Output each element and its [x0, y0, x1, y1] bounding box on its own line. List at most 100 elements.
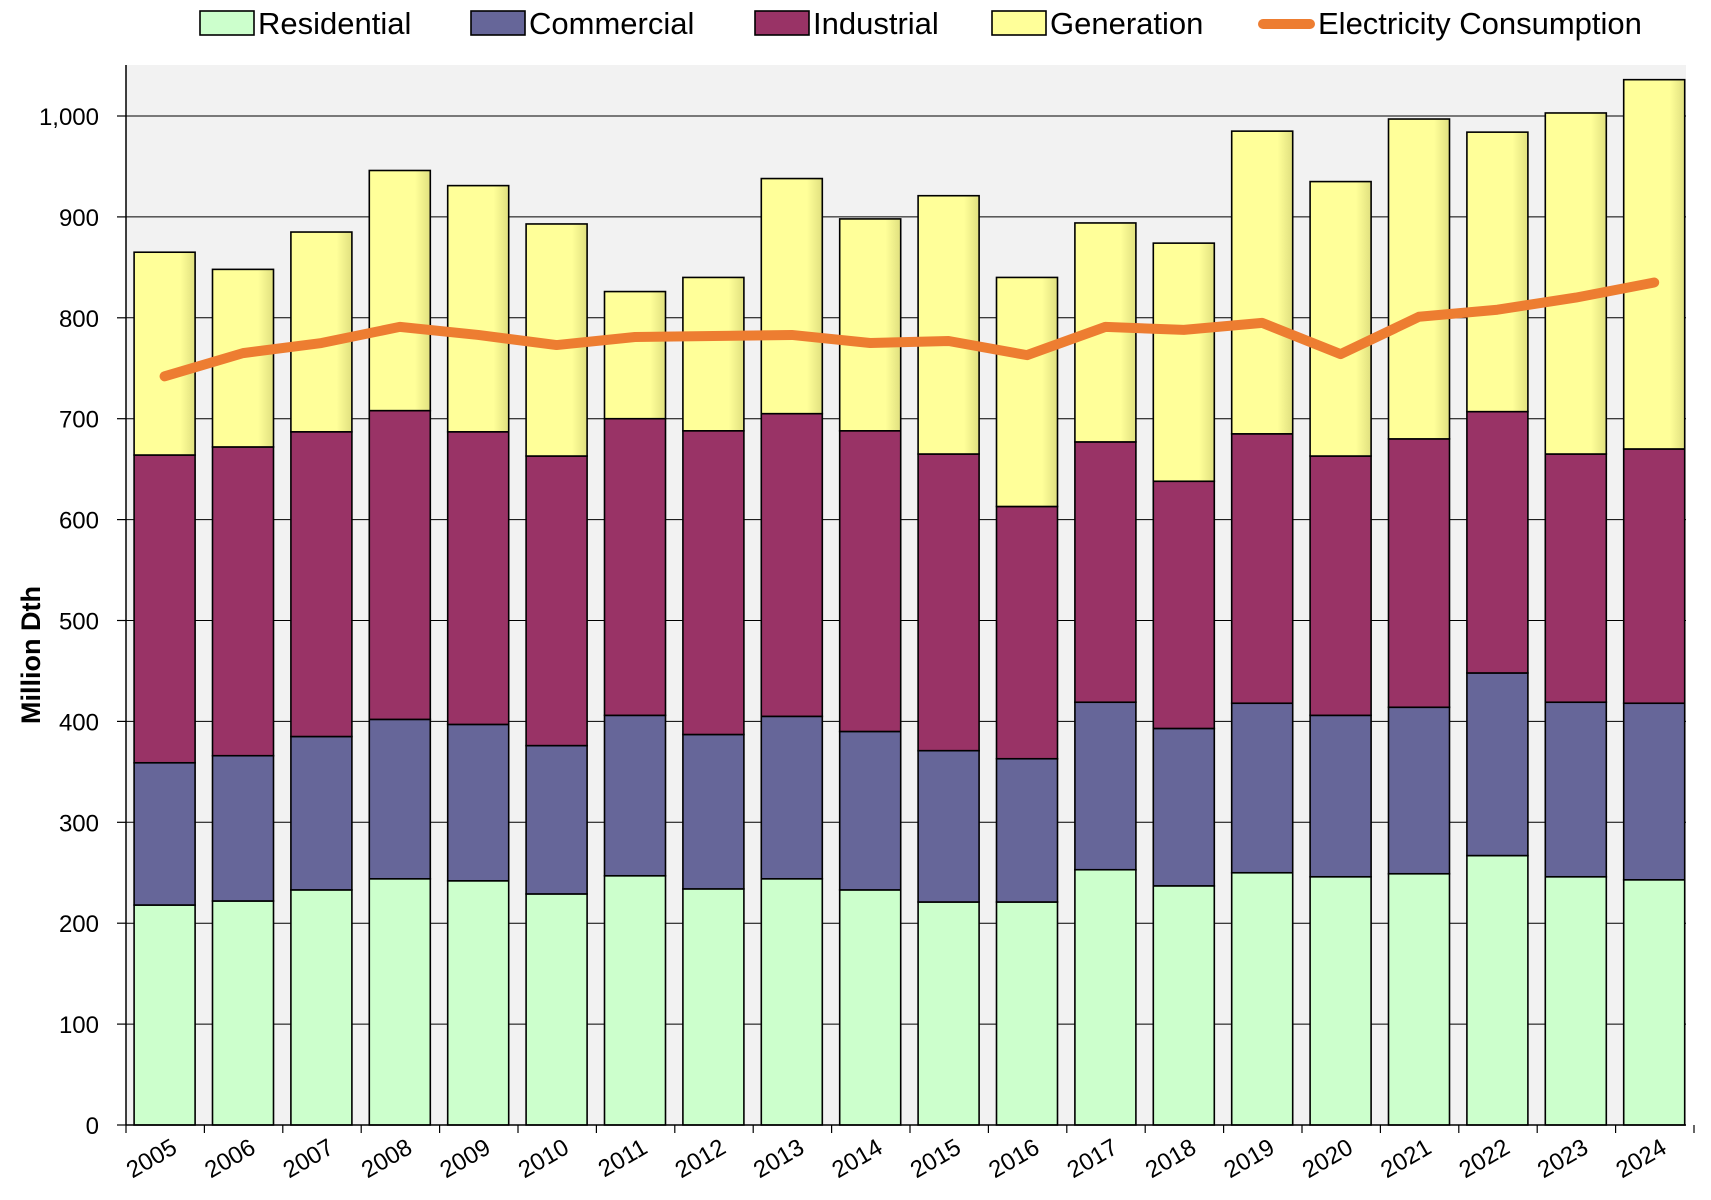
bar-residential-2013 — [760, 878, 824, 1126]
bar-generation-2016 — [995, 276, 1059, 508]
legend-item-generation: Generation — [991, 6, 1203, 41]
bar-industrial-2016 — [995, 505, 1059, 760]
legend-item-commercial: Commercial — [470, 6, 694, 41]
bar-residential-2009 — [446, 880, 510, 1126]
legend-item-residential: Residential — [199, 6, 411, 41]
bar-generation-2018 — [1152, 242, 1216, 483]
bar-commercial-2006 — [211, 754, 275, 902]
x-tick-label: 2015 — [906, 1134, 966, 1184]
x-tick-label: 2018 — [1141, 1134, 1201, 1184]
bar-generation-2015 — [917, 194, 980, 455]
y-tick-label: 800 — [59, 306, 99, 333]
y-tick-label: 0 — [86, 1113, 99, 1140]
bar-commercial-2013 — [760, 715, 824, 880]
x-tick-label: 2010 — [514, 1134, 574, 1184]
bar-residential-2016 — [995, 901, 1059, 1126]
bar-commercial-2017 — [1074, 701, 1137, 871]
y-tick-label: 100 — [59, 1012, 99, 1039]
bar-generation-2019 — [1230, 130, 1294, 435]
bar-commercial-2012 — [682, 733, 745, 890]
bar-commercial-2022 — [1466, 672, 1529, 857]
x-tick-label: 2014 — [827, 1134, 887, 1184]
bar-commercial-2015 — [917, 749, 980, 903]
legend: Residential Commercial Industrial Generatio… — [199, 6, 1642, 41]
electricity-consumption-line — [159, 277, 1660, 382]
x-tick-label: 2005 — [122, 1134, 182, 1184]
y-axis-title: Million Dth — [16, 586, 46, 724]
x-tick-label: 2022 — [1455, 1134, 1515, 1184]
bar-residential-2005 — [133, 904, 196, 1126]
bar-industrial-2009 — [446, 431, 510, 726]
bar-industrial-2015 — [917, 453, 980, 752]
bar-industrial-2010 — [525, 455, 588, 747]
bar-residential-2020 — [1309, 875, 1372, 1126]
x-tick-label: 2011 — [594, 1134, 652, 1183]
bar-industrial-2008 — [368, 409, 432, 721]
legend-label: Commercial — [529, 6, 694, 41]
bar-industrial-2019 — [1230, 433, 1294, 705]
bar-commercial-2016 — [995, 757, 1059, 903]
bar-generation-2022 — [1466, 131, 1529, 413]
bar-residential-2010 — [525, 893, 588, 1126]
bar-commercial-2023 — [1544, 701, 1608, 878]
bar-residential-2011 — [603, 874, 667, 1126]
bar-commercial-2018 — [1152, 727, 1216, 887]
legend-label: Residential — [258, 6, 411, 41]
bar-commercial-2021 — [1387, 706, 1451, 875]
bar-residential-2012 — [682, 888, 745, 1126]
legend-swatch — [199, 10, 255, 36]
bar-residential-2019 — [1230, 871, 1294, 1126]
y-tick-label: 400 — [59, 709, 99, 736]
bar-industrial-2007 — [290, 431, 353, 738]
bar-residential-2022 — [1466, 854, 1529, 1126]
bar-generation-2008 — [368, 169, 432, 412]
bar-industrial-2012 — [682, 430, 745, 736]
bar-residential-2018 — [1152, 885, 1216, 1126]
bar-commercial-2009 — [446, 723, 510, 882]
legend-item-electricity-consumption: Electricity Consumption — [1258, 6, 1642, 41]
legend-swatch — [470, 10, 526, 36]
bar-commercial-2005 — [133, 761, 196, 906]
x-tick-label: 2016 — [984, 1134, 1044, 1184]
bar-industrial-2018 — [1152, 480, 1216, 730]
x-tick-label: 2009 — [435, 1134, 495, 1184]
bar-generation-2009 — [446, 184, 510, 433]
x-tick-label: 2007 — [279, 1134, 339, 1184]
bar-industrial-2022 — [1466, 410, 1529, 674]
y-tick-label: 700 — [59, 407, 99, 434]
y-tick-label: 200 — [59, 911, 99, 938]
bar-generation-2007 — [290, 231, 353, 433]
bar-residential-2008 — [368, 878, 432, 1126]
bar-commercial-2024 — [1622, 702, 1686, 881]
bar-generation-2011 — [603, 290, 667, 420]
bar-generation-2005 — [133, 251, 196, 456]
bar-industrial-2023 — [1544, 453, 1608, 704]
bar-residential-2006 — [211, 900, 275, 1126]
bar-generation-2013 — [760, 177, 824, 415]
bar-generation-2024 — [1622, 78, 1686, 450]
bar-commercial-2019 — [1230, 702, 1294, 874]
bar-commercial-2020 — [1309, 714, 1372, 878]
line-series — [159, 277, 1660, 382]
bar-generation-2023 — [1544, 112, 1608, 455]
plot-area — [126, 65, 1686, 1125]
x-tick-label: 2020 — [1298, 1134, 1358, 1184]
legend-swatch — [991, 10, 1047, 36]
x-tick-label: 2013 — [749, 1134, 809, 1184]
bar-industrial-2021 — [1387, 438, 1451, 709]
x-tick-label: 2012 — [671, 1134, 731, 1184]
bar-residential-2014 — [838, 889, 902, 1126]
x-tick-label: 2023 — [1533, 1134, 1593, 1184]
legend-label: Industrial — [813, 6, 939, 41]
bar-residential-2017 — [1074, 868, 1137, 1126]
bar-residential-2015 — [917, 901, 980, 1126]
bar-industrial-2013 — [760, 412, 824, 718]
y-tick-label: 900 — [59, 205, 99, 232]
bar-residential-2023 — [1544, 875, 1608, 1126]
x-tick-label: 2021 — [1376, 1134, 1436, 1184]
bar-commercial-2007 — [290, 735, 353, 891]
x-tick-label: 2006 — [200, 1134, 260, 1184]
bar-commercial-2008 — [368, 718, 432, 880]
